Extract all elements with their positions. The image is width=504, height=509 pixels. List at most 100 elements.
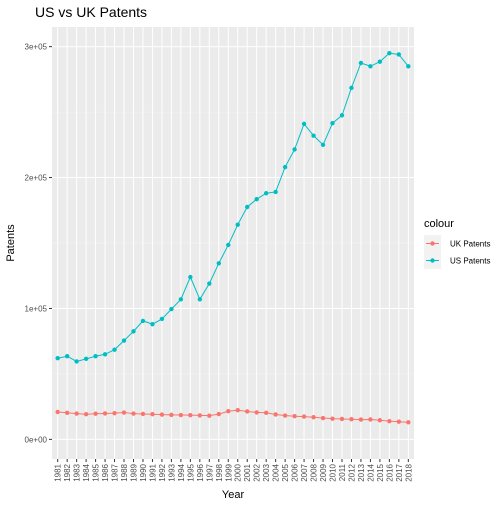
uk-patents-point [131,411,136,416]
uk-patents-point [339,416,345,422]
x-tick-label: 1990 [139,463,148,481]
us-patents-point [169,306,174,312]
uk-patents-point [188,412,193,418]
us-patents-point [245,204,250,210]
x-tick-label: 2013 [357,463,366,481]
y-tick-label: 2e+05 [25,174,48,183]
x-tick-label: 1983 [73,463,82,481]
us-patents-point [406,64,411,69]
uk-patents-point [245,409,250,414]
uk-patents-point [235,407,240,413]
x-tick-label: 1999 [224,463,233,481]
uk-patents-point [74,411,79,416]
legend-key-point [430,258,435,263]
y-tick-label: 1e+05 [25,304,48,313]
us-patents-point [387,50,392,56]
x-tick-label: 1996 [196,463,205,481]
uk-patents-point [55,409,60,415]
us-patents-point [159,316,165,322]
us-patents-point [292,147,297,152]
uk-patents-point [263,410,269,415]
us-patents-point [377,59,383,64]
us-patents-point [102,352,108,357]
uk-patents-point [254,410,259,415]
us-patents-point [358,60,364,66]
uk-patents-point [197,413,203,418]
legend-key-point [430,241,435,246]
us-patents-point [207,281,212,286]
us-patents-point [339,113,345,118]
x-tick-label: 2010 [329,463,338,481]
x-tick-label: 2008 [310,463,319,481]
x-tick-label: 1987 [111,463,120,481]
x-tick-label: 2003 [262,463,271,481]
x-tick-label: 2000 [234,463,243,481]
uk-patents-point [112,410,117,416]
uk-patents-point [358,417,364,422]
uk-patents-point [273,412,278,417]
x-tick-label: 2011 [338,463,347,481]
x-tick-label: 2006 [291,463,300,481]
chart-title: US vs UK Patents [35,4,147,20]
uk-patents-point [169,412,174,418]
us-patents-point [349,85,354,91]
us-patents-point [140,318,146,324]
uk-patents-point [330,416,335,421]
us-patents-point [301,121,307,127]
x-tick-label: 2016 [385,463,394,481]
us-patents-point [273,189,278,195]
us-patents-point [55,356,60,361]
us-patents-point [74,359,79,364]
x-tick-label: 2001 [243,463,252,481]
uk-patents-point [150,412,155,417]
us-patents-point [235,222,240,227]
uk-patents-point [178,412,184,418]
uk-patents-point [93,411,98,416]
x-tick-label: 2002 [253,463,262,481]
y-tick-label: 3e+05 [25,43,48,52]
uk-patents-point [159,412,165,417]
uk-patents-point [64,410,70,415]
minor-gridlines [52,111,414,375]
x-axis: 1981 1982 1983 1984 1985 1986 1987 1988 1989 1990… [54,459,413,482]
uk-patents-point [387,418,392,424]
x-tick-label: 1994 [177,463,186,481]
x-tick-label: 1982 [63,463,72,481]
uk-patents-point [377,418,383,423]
x-tick-label: 1989 [129,463,138,481]
legend-label-uk-patents: UK Patents [450,240,490,249]
us-patents-point [93,354,98,359]
x-tick-label: 2005 [281,463,290,481]
us-patents-point [368,64,373,69]
x-tick-label: 1991 [148,463,157,481]
uk-patents-point [226,409,231,414]
x-tick-label: 1981 [54,463,63,481]
us-patents-point [64,354,70,359]
us-patents-point [112,347,117,352]
x-tick-label: 1997 [205,463,214,481]
us-patents-point [83,356,89,362]
uk-patents-point [207,413,212,418]
us-patents-point [282,164,288,170]
us-patents-point [320,142,326,148]
x-tick-label: 2009 [319,463,328,481]
us-patents-point [263,191,269,196]
legend-title: colour [424,218,454,230]
uk-patents-point [83,412,89,417]
us-patents-point [396,52,402,57]
uk-patents-point [368,417,373,422]
us-patents-point [254,196,259,202]
x-tick-label: 1986 [101,463,110,481]
x-tick-label: 2017 [395,463,404,481]
uk-patents-point [301,414,307,419]
uk-patents-point [311,415,316,420]
x-tick-label: 1992 [158,463,167,481]
uk-patents-point [320,415,326,421]
uk-patents-point [216,411,221,417]
uk-patents-point [282,413,288,418]
uk-patents-point [121,410,127,415]
x-tick-label: 2007 [300,463,309,481]
legend: colour UK Patents US Patents [424,218,490,269]
